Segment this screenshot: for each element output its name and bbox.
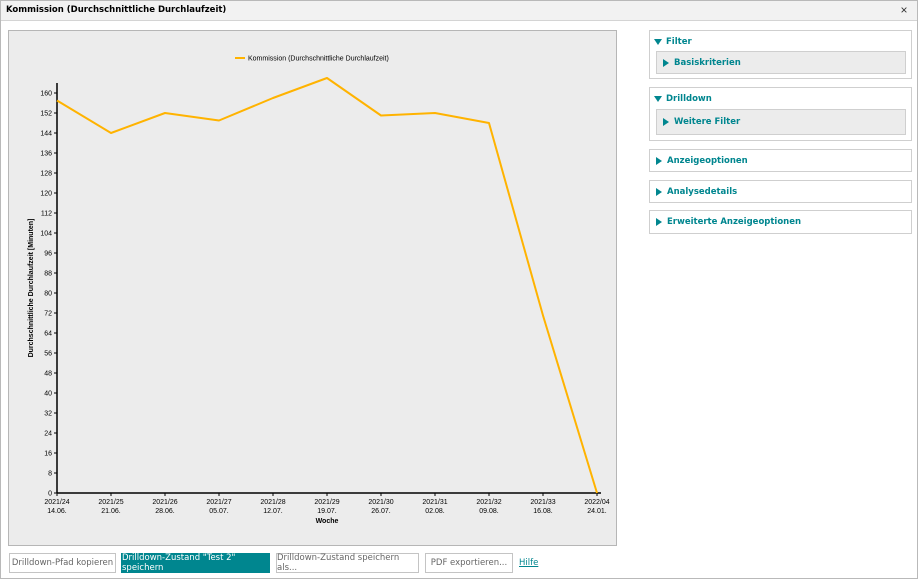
filter-panel-header[interactable]: Filter (654, 35, 692, 49)
expanded-triangle-icon (654, 39, 662, 45)
y-tick-label: 128 (40, 171, 52, 178)
expanded-triangle-icon (654, 96, 662, 102)
y-tick-label: 88 (44, 271, 52, 278)
analysedetails-panel-label: Analysedetails (667, 187, 738, 197)
y-tick-label: 120 (40, 191, 52, 198)
copy-drilldown-path-button[interactable]: Drilldown-Pfad kopieren (9, 553, 116, 573)
erweiterte-anzeigeoptionen-panel-header[interactable]: Erweiterte Anzeigeoptionen (654, 215, 801, 229)
x-tick-label-week: 2021/30 (368, 499, 393, 506)
x-tick-label-date: 21.06. (101, 508, 121, 515)
collapsed-triangle-icon (663, 118, 669, 126)
x-tick-label-week: 2021/28 (260, 499, 285, 506)
x-tick-label-date: 19.07. (317, 508, 337, 515)
x-tick-label-week: 2021/27 (206, 499, 231, 506)
close-icon[interactable]: × (900, 3, 908, 17)
x-tick-label-week: 2021/25 (98, 499, 123, 506)
x-tick-label-date: 12.07. (263, 508, 283, 515)
x-axis-label: Woche (316, 518, 339, 525)
y-tick-label: 72 (44, 311, 52, 318)
x-tick-label-date: 16.08. (533, 508, 553, 515)
x-tick-label-date: 09.08. (479, 508, 499, 515)
drilldown-panel-label: Drilldown (666, 94, 712, 104)
x-tick-label-week: 2021/32 (476, 499, 501, 506)
x-tick-label-week: 2021/24 (44, 499, 69, 506)
y-tick-label: 160 (40, 91, 52, 98)
basiskriterien-item[interactable]: Basiskriterien (656, 51, 906, 74)
y-tick-label: 144 (40, 131, 52, 138)
y-tick-label: 0 (48, 491, 52, 498)
help-link[interactable]: Hilfe (519, 558, 539, 568)
drilldown-panel-header[interactable]: Drilldown (654, 92, 712, 106)
analysedetails-panel[interactable]: Analysedetails (649, 180, 912, 203)
x-tick-label-week: 2022/04 (584, 499, 609, 506)
anzeigeoptionen-panel-label: Anzeigeoptionen (667, 156, 748, 166)
anzeigeoptionen-panel[interactable]: Anzeigeoptionen (649, 149, 912, 172)
weitere-filter-item[interactable]: Weitere Filter (656, 109, 906, 135)
x-tick-label-date: 26.07. (371, 508, 391, 515)
filter-panel-label: Filter (666, 37, 692, 47)
y-axis-label: Durchschnittliche Durchlaufzeit [Minuten… (28, 219, 35, 358)
erweiterte-anzeigeoptionen-panel-label: Erweiterte Anzeigeoptionen (667, 217, 802, 227)
y-tick-label: 80 (44, 291, 52, 298)
erweiterte-anzeigeoptionen-panel[interactable]: Erweiterte Anzeigeoptionen (649, 210, 912, 234)
y-tick-label: 40 (44, 391, 52, 398)
window-title: Kommission (Durchschnittliche Durchlaufz… (6, 5, 227, 15)
export-pdf-button[interactable]: PDF exportieren... (425, 553, 513, 573)
anzeigeoptionen-panel-header[interactable]: Anzeigeoptionen (654, 154, 748, 168)
y-tick-label: 32 (44, 411, 52, 418)
x-tick-label-week: 2021/29 (314, 499, 339, 506)
title-bar: Kommission (Durchschnittliche Durchlaufz… (1, 1, 917, 21)
x-tick-label-date: 24.01. (587, 508, 607, 515)
save-drilldown-state-button[interactable]: Drilldown-Zustand "Test 2" speichern (121, 553, 270, 573)
collapsed-triangle-icon (656, 218, 662, 226)
y-tick-label: 16 (44, 451, 52, 458)
line-chart: 0 8 16 24 32 40 48 56 64 72 80 88 96 104 112 120 128 136 1… (28, 56, 610, 526)
filter-panel: Filter Basiskriterien (649, 30, 912, 79)
weitere-filter-label: Weitere Filter (674, 117, 741, 127)
series-line (56, 77, 598, 494)
y-tick-label: 96 (44, 251, 52, 258)
x-tick-label-week: 2021/26 (152, 499, 177, 506)
y-tick-label: 152 (40, 111, 52, 118)
y-tick-label: 56 (44, 351, 52, 358)
y-tick-label: 48 (44, 371, 52, 378)
collapsed-triangle-icon (656, 188, 662, 196)
collapsed-triangle-icon (656, 157, 662, 165)
y-tick-label: 24 (44, 431, 52, 438)
save-drilldown-state-as-button[interactable]: Drilldown-Zustand speichern als... (276, 553, 419, 573)
basiskriterien-label: Basiskriterien (674, 57, 741, 68)
x-tick-label-date: 14.06. (47, 508, 67, 515)
x-tick-label-date: 05.07. (209, 508, 229, 515)
y-tick-label: 8 (48, 471, 52, 478)
bottom-toolbar: Drilldown-Pfad kopieren Drilldown-Zustan… (1, 549, 917, 579)
x-tick-label-week: 2021/31 (422, 499, 447, 506)
y-tick-label: 104 (40, 231, 52, 238)
analysedetails-panel-header[interactable]: Analysedetails (654, 185, 737, 199)
x-tick-label-date: 02.08. (425, 508, 445, 515)
drilldown-panel: Drilldown Weitere Filter (649, 87, 912, 141)
chart-area: 0 8 16 24 32 40 48 56 64 72 80 88 96 104 112 120 128 136 1… (8, 30, 617, 546)
x-tick-label-week: 2021/33 (530, 499, 555, 506)
y-tick-label: 64 (44, 331, 52, 338)
x-tick-label-date: 28.06. (155, 508, 175, 515)
collapsed-triangle-icon (663, 58, 669, 67)
legend-label: Kommission (Durchschnittliche Durchlaufz… (248, 56, 389, 63)
y-tick-label: 136 (40, 151, 52, 158)
y-tick-label: 112 (41, 211, 52, 218)
